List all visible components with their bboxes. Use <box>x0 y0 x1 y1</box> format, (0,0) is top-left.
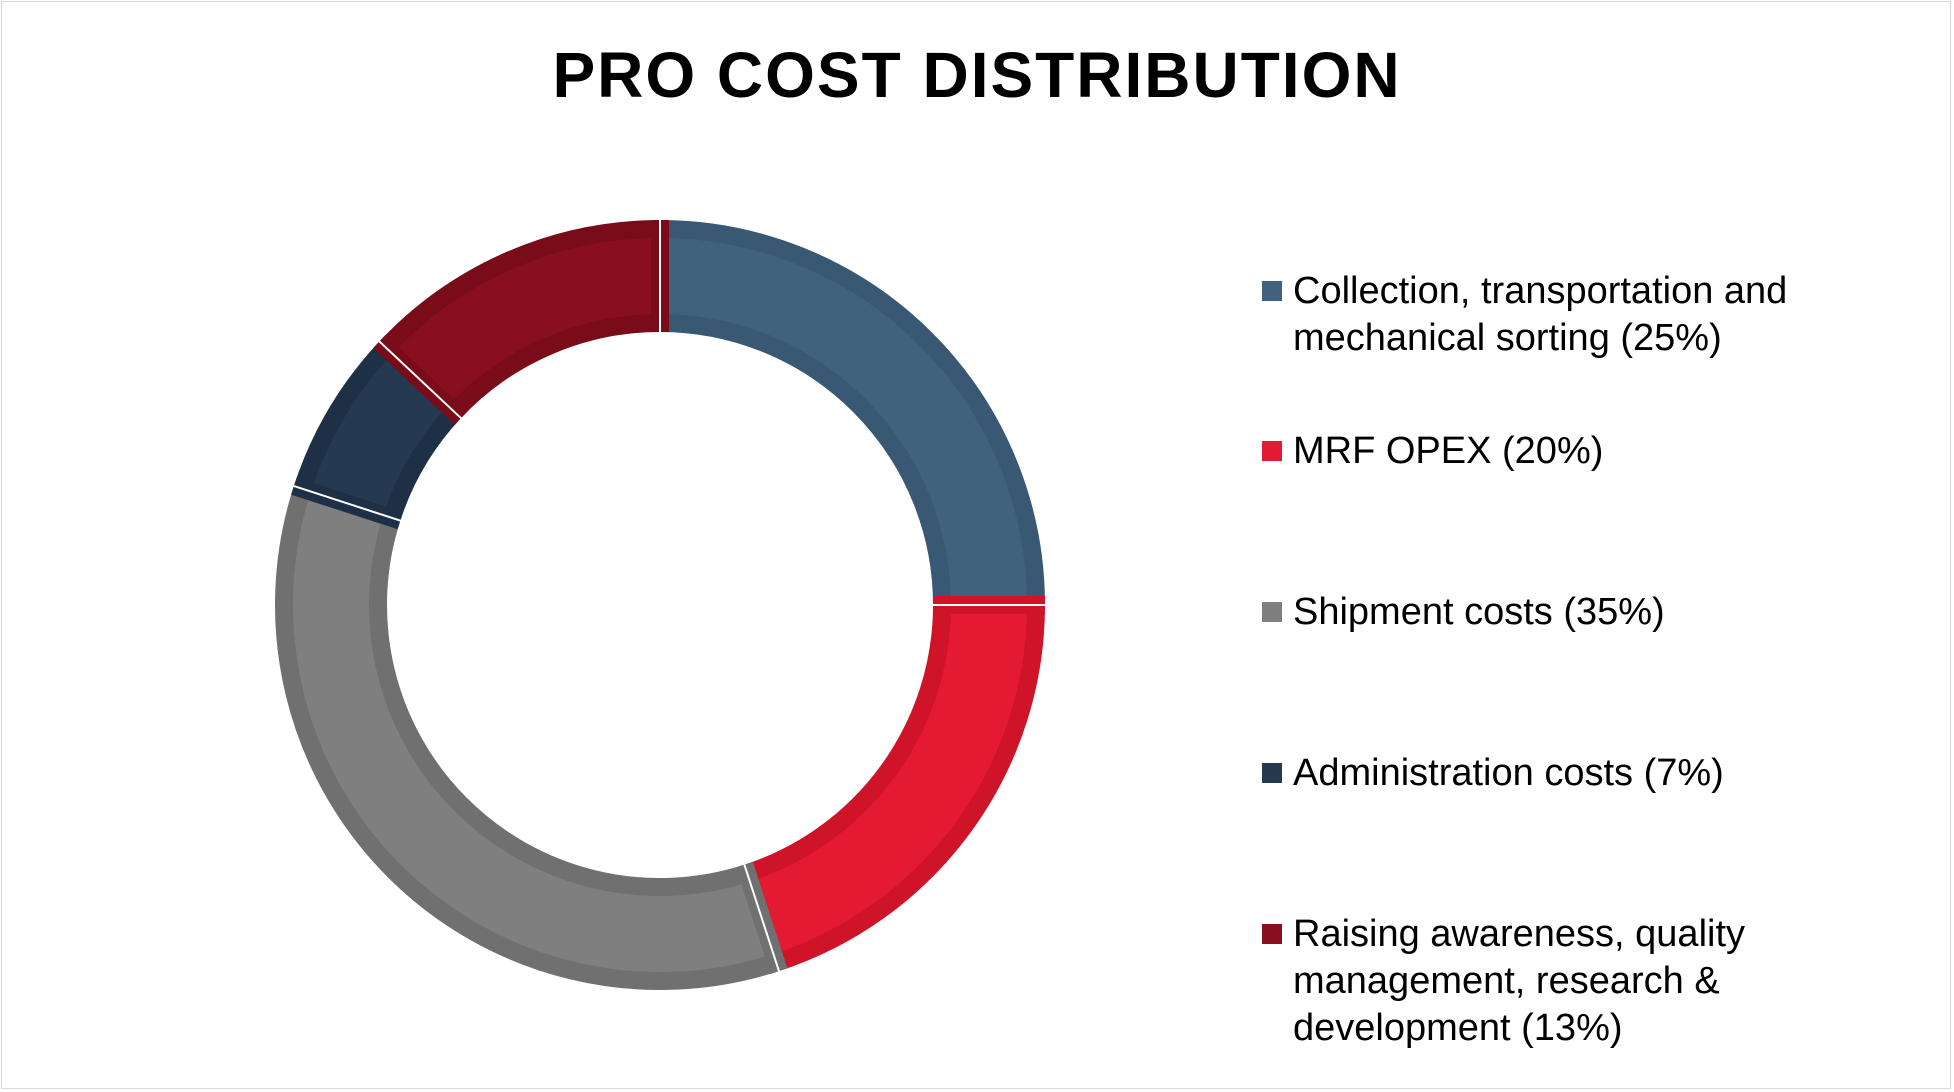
legend-swatch <box>1262 602 1282 622</box>
donut-slice-2 <box>735 596 1046 974</box>
donut-slice-3 <box>275 477 788 990</box>
slice-separator <box>743 863 781 973</box>
legend-label: Raising awareness, quality management, r… <box>1293 913 1746 1049</box>
donut-slice-1 <box>651 219 1046 614</box>
chart-title: PRO COST DISTRIBUTION <box>552 39 1402 111</box>
donut-slice-5 <box>373 219 669 425</box>
slice-separator <box>292 484 402 522</box>
legend-swatch <box>1262 441 1282 461</box>
legend-label: Administration costs (7%) <box>1293 752 1724 794</box>
legend-label: Shipment costs (35%) <box>1293 591 1665 633</box>
legend-swatch <box>1262 281 1282 301</box>
legend-label: Collection, transportation and mechanica… <box>1293 270 1788 359</box>
legend-swatch <box>1262 924 1282 944</box>
legend-swatch <box>1262 763 1282 783</box>
legend-label: MRF OPEX (20%) <box>1293 430 1604 472</box>
slice-separator <box>377 340 463 420</box>
